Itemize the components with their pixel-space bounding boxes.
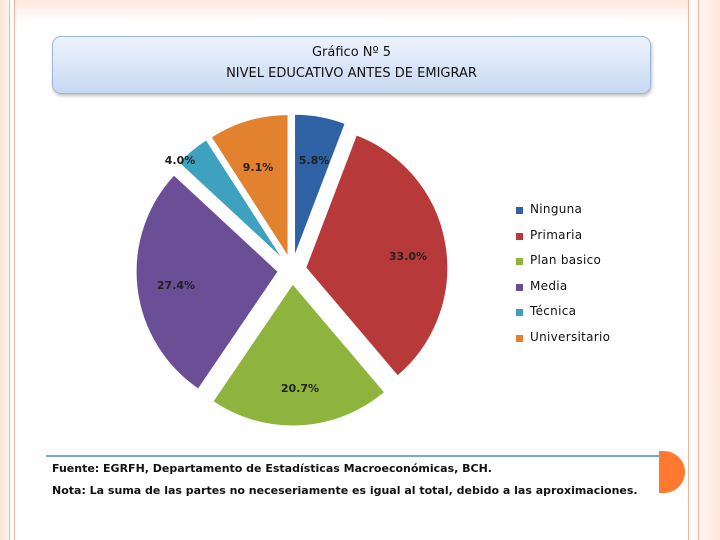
slide-right-border [688, 0, 720, 540]
source-note: Fuente: EGRFH, Departamento de Estadísti… [52, 462, 492, 475]
pie-slice-universitario [210, 114, 289, 259]
footer-divider [46, 455, 661, 457]
legend-swatch [516, 232, 523, 240]
chart-title-box: Gráfico Nº 5 NIVEL EDUCATIVO ANTES DE EM… [52, 36, 651, 94]
pie-slice-media [135, 174, 279, 390]
legend-swatch [516, 258, 523, 265]
slide-left-border [0, 0, 15, 540]
slide-top-band [15, 0, 688, 22]
legend-swatch [516, 283, 523, 291]
data-label-media: 27.4% [157, 279, 195, 292]
legend-label: Ninguna [530, 202, 583, 216]
legend-label: Universitario [530, 329, 611, 344]
data-label-ninguna: 5.8% [299, 154, 330, 167]
legend-swatch [516, 334, 523, 342]
footnote: Nota: La suma de las partes no neceseria… [52, 484, 638, 497]
pie-slice-tecnica [178, 139, 284, 260]
legend-label: Plan basico [530, 253, 602, 267]
legend-label: Técnica [530, 304, 577, 318]
legend-swatch [516, 207, 523, 214]
data-label-universitario: 9.1% [243, 161, 274, 174]
pie-slice-ninguna [294, 113, 346, 257]
chart-title: NIVEL EDUCATIVO ANTES DE EMIGRAR [226, 66, 477, 81]
pie-slice-primaria [305, 134, 449, 377]
legend-label: Primaria [530, 227, 583, 242]
chart-number: Gráfico Nº 5 [311, 45, 392, 60]
data-label-plan-basico: 20.7% [281, 382, 319, 395]
data-label-primaria: 33.0% [389, 250, 427, 263]
legend-swatch [516, 309, 523, 316]
data-label-tecnica: 4.0% [165, 154, 196, 167]
pie-slice-plan-basico [212, 283, 386, 427]
legend-label: Media [530, 278, 568, 293]
